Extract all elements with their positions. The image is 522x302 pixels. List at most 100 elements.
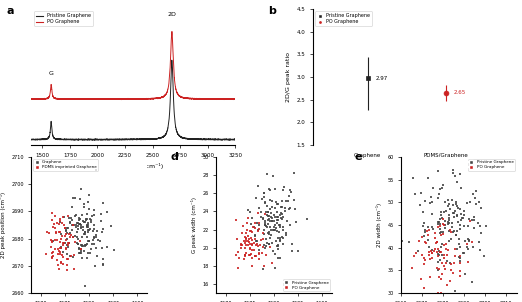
Point [80, 220, 88, 224]
Point [436, 216, 444, 221]
Point [463, 245, 471, 249]
Point [440, 255, 448, 260]
Point [437, 277, 446, 281]
Point [62, 246, 70, 251]
Point [232, 253, 241, 258]
Point [421, 230, 430, 235]
Point [46, 238, 55, 243]
Point [272, 201, 281, 206]
Point [70, 267, 79, 271]
Point [456, 245, 464, 250]
Point [58, 234, 66, 239]
Point [261, 200, 269, 205]
Point [66, 230, 75, 235]
Point [81, 220, 89, 225]
Point [282, 232, 290, 237]
Point [265, 187, 274, 192]
Point [78, 225, 87, 230]
Point [84, 200, 92, 205]
Point [52, 230, 61, 235]
Point [87, 217, 95, 222]
Point [265, 186, 274, 191]
Point [50, 222, 58, 226]
Point [90, 207, 98, 212]
Point [454, 220, 462, 225]
Point [477, 206, 485, 211]
Point [426, 201, 434, 206]
Point [84, 230, 92, 235]
Point [276, 212, 284, 217]
Point [439, 222, 447, 227]
Point [57, 244, 65, 249]
Point [79, 227, 87, 232]
Point [271, 227, 279, 232]
Point [90, 213, 98, 218]
Point [81, 230, 90, 234]
Point [438, 185, 446, 190]
Point [56, 245, 65, 250]
Point [434, 268, 442, 273]
Point [241, 235, 250, 240]
Point [99, 257, 108, 262]
Point [59, 249, 67, 254]
Point [419, 286, 428, 291]
Point [49, 238, 57, 243]
Point [63, 268, 72, 273]
Point [438, 216, 446, 220]
Point [276, 238, 284, 243]
Point [422, 241, 431, 246]
Point [266, 198, 274, 203]
Point [98, 245, 106, 250]
Point [262, 236, 270, 241]
Point [59, 240, 67, 245]
Point [253, 241, 262, 246]
Point [57, 261, 65, 265]
Point [58, 220, 67, 225]
Point [445, 215, 453, 220]
Point [436, 186, 444, 191]
Point [251, 232, 259, 237]
Point [264, 214, 272, 219]
Point [258, 217, 267, 222]
Y-axis label: 2D/G peak ratio: 2D/G peak ratio [286, 52, 291, 102]
Point [263, 213, 271, 218]
Point [62, 232, 70, 237]
Point [428, 248, 436, 252]
Point [436, 258, 444, 263]
Point [472, 201, 480, 206]
Point [286, 188, 294, 193]
Point [408, 175, 417, 180]
Point [444, 221, 452, 226]
Point [269, 227, 278, 232]
Point [244, 243, 252, 247]
Point [57, 246, 65, 251]
Point [243, 228, 251, 233]
Point [281, 209, 289, 214]
Point [261, 200, 269, 204]
Point [459, 208, 468, 213]
Point [466, 219, 474, 223]
Point [70, 222, 78, 227]
Point [233, 236, 241, 241]
Point [56, 240, 65, 245]
Point [62, 247, 70, 252]
Point [278, 235, 286, 239]
Point [271, 266, 279, 271]
Point [63, 257, 71, 262]
Point [61, 234, 69, 239]
Point [77, 244, 86, 249]
Point [279, 242, 288, 246]
Point [65, 232, 74, 237]
Point [269, 228, 278, 233]
Point [450, 260, 458, 265]
Point [75, 218, 83, 223]
Point [437, 242, 446, 246]
Point [69, 196, 77, 201]
Point [80, 202, 89, 207]
Point [279, 215, 287, 220]
Point [79, 218, 88, 223]
Point [46, 245, 55, 250]
Point [246, 229, 254, 234]
Point [445, 220, 453, 225]
Point [410, 254, 418, 259]
